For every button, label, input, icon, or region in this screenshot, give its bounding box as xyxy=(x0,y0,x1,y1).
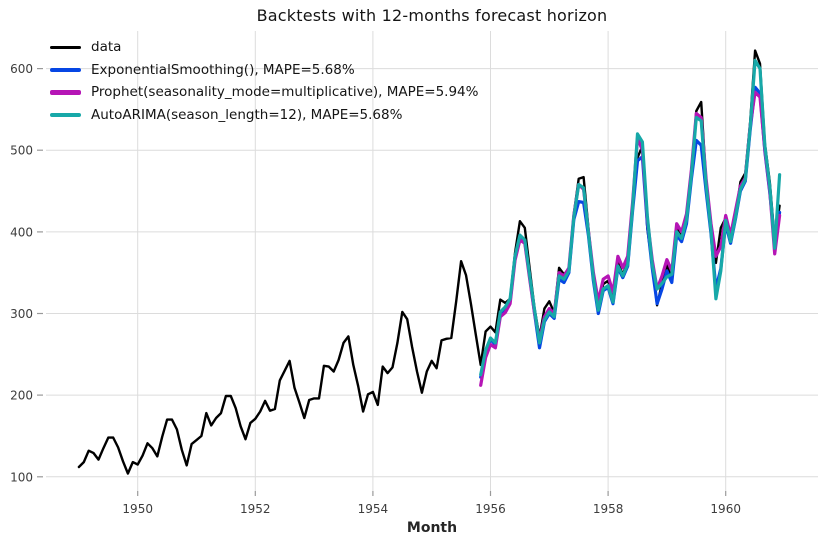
y-tick-label: 300 xyxy=(10,307,33,321)
x-axis-label: Month xyxy=(406,520,458,536)
y-tick-label: 500 xyxy=(10,144,33,158)
legend-item-data: data xyxy=(50,36,478,59)
x-tick-label: 1956 xyxy=(475,502,506,516)
legend: data ExponentialSmoothing(), MAPE=5.68% … xyxy=(50,36,478,126)
legend-item-exponential-smoothing: ExponentialSmoothing(), MAPE=5.68% xyxy=(50,59,478,82)
legend-line-swatch-autoarima xyxy=(50,112,81,117)
y-tick-label: 400 xyxy=(10,225,33,239)
y-tick-label: 600 xyxy=(10,62,33,76)
legend-item-prophet: Prophet(seasonality_mode=multiplicative)… xyxy=(50,81,478,104)
x-tick-label: 1950 xyxy=(122,502,153,516)
series-line-autoarima xyxy=(479,58,782,377)
legend-label: Prophet(seasonality_mode=multiplicative)… xyxy=(91,84,479,101)
legend-label: ExponentialSmoothing(), MAPE=5.68% xyxy=(91,61,355,78)
legend-item-autoarima: AutoARIMA(season_length=12), MAPE=5.68% xyxy=(50,104,478,127)
y-tick-label: 200 xyxy=(10,389,33,403)
x-tick-label: 1958 xyxy=(593,502,624,516)
legend-label: AutoARIMA(season_length=12), MAPE=5.68% xyxy=(91,106,403,123)
x-tick-label: 1952 xyxy=(240,502,271,516)
x-tick-label: 1954 xyxy=(358,502,389,516)
y-tick-label: 100 xyxy=(10,470,33,484)
chart-title: Backtests with 12-months forecast horizo… xyxy=(256,6,608,25)
legend-line-swatch-exponential-smoothing xyxy=(50,67,81,72)
legend-label: data xyxy=(91,39,122,56)
legend-line-swatch-data xyxy=(50,45,81,49)
legend-line-swatch-prophet xyxy=(50,90,81,95)
x-tick-label: 1960 xyxy=(710,502,741,516)
